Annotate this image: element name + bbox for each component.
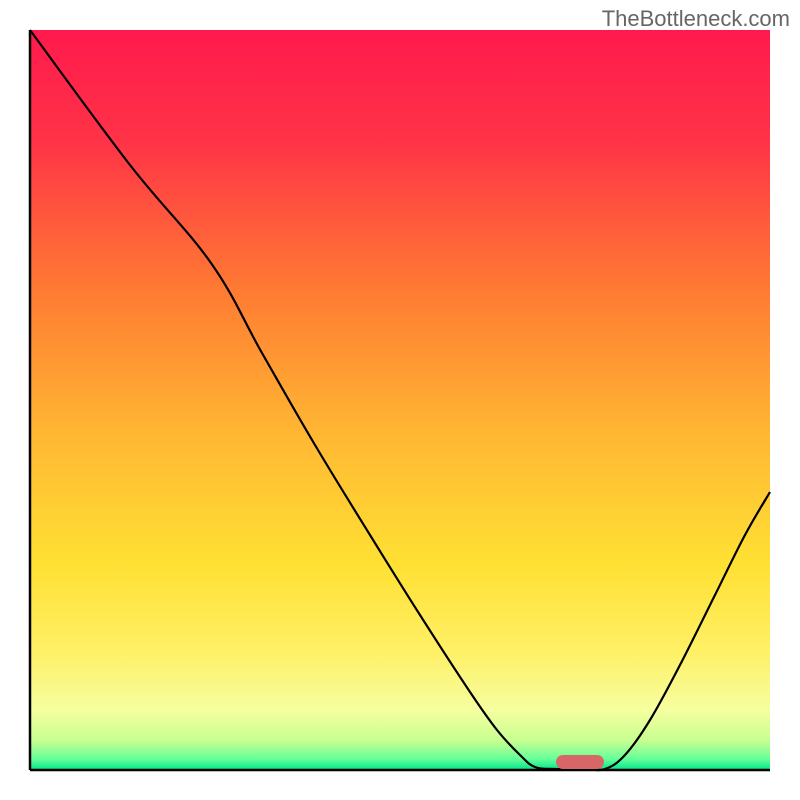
watermark-text: TheBottleneck.com xyxy=(602,6,790,32)
chart-svg xyxy=(0,0,800,800)
optimal-marker xyxy=(556,755,604,769)
bottleneck-chart: TheBottleneck.com xyxy=(0,0,800,800)
chart-background xyxy=(30,30,770,770)
